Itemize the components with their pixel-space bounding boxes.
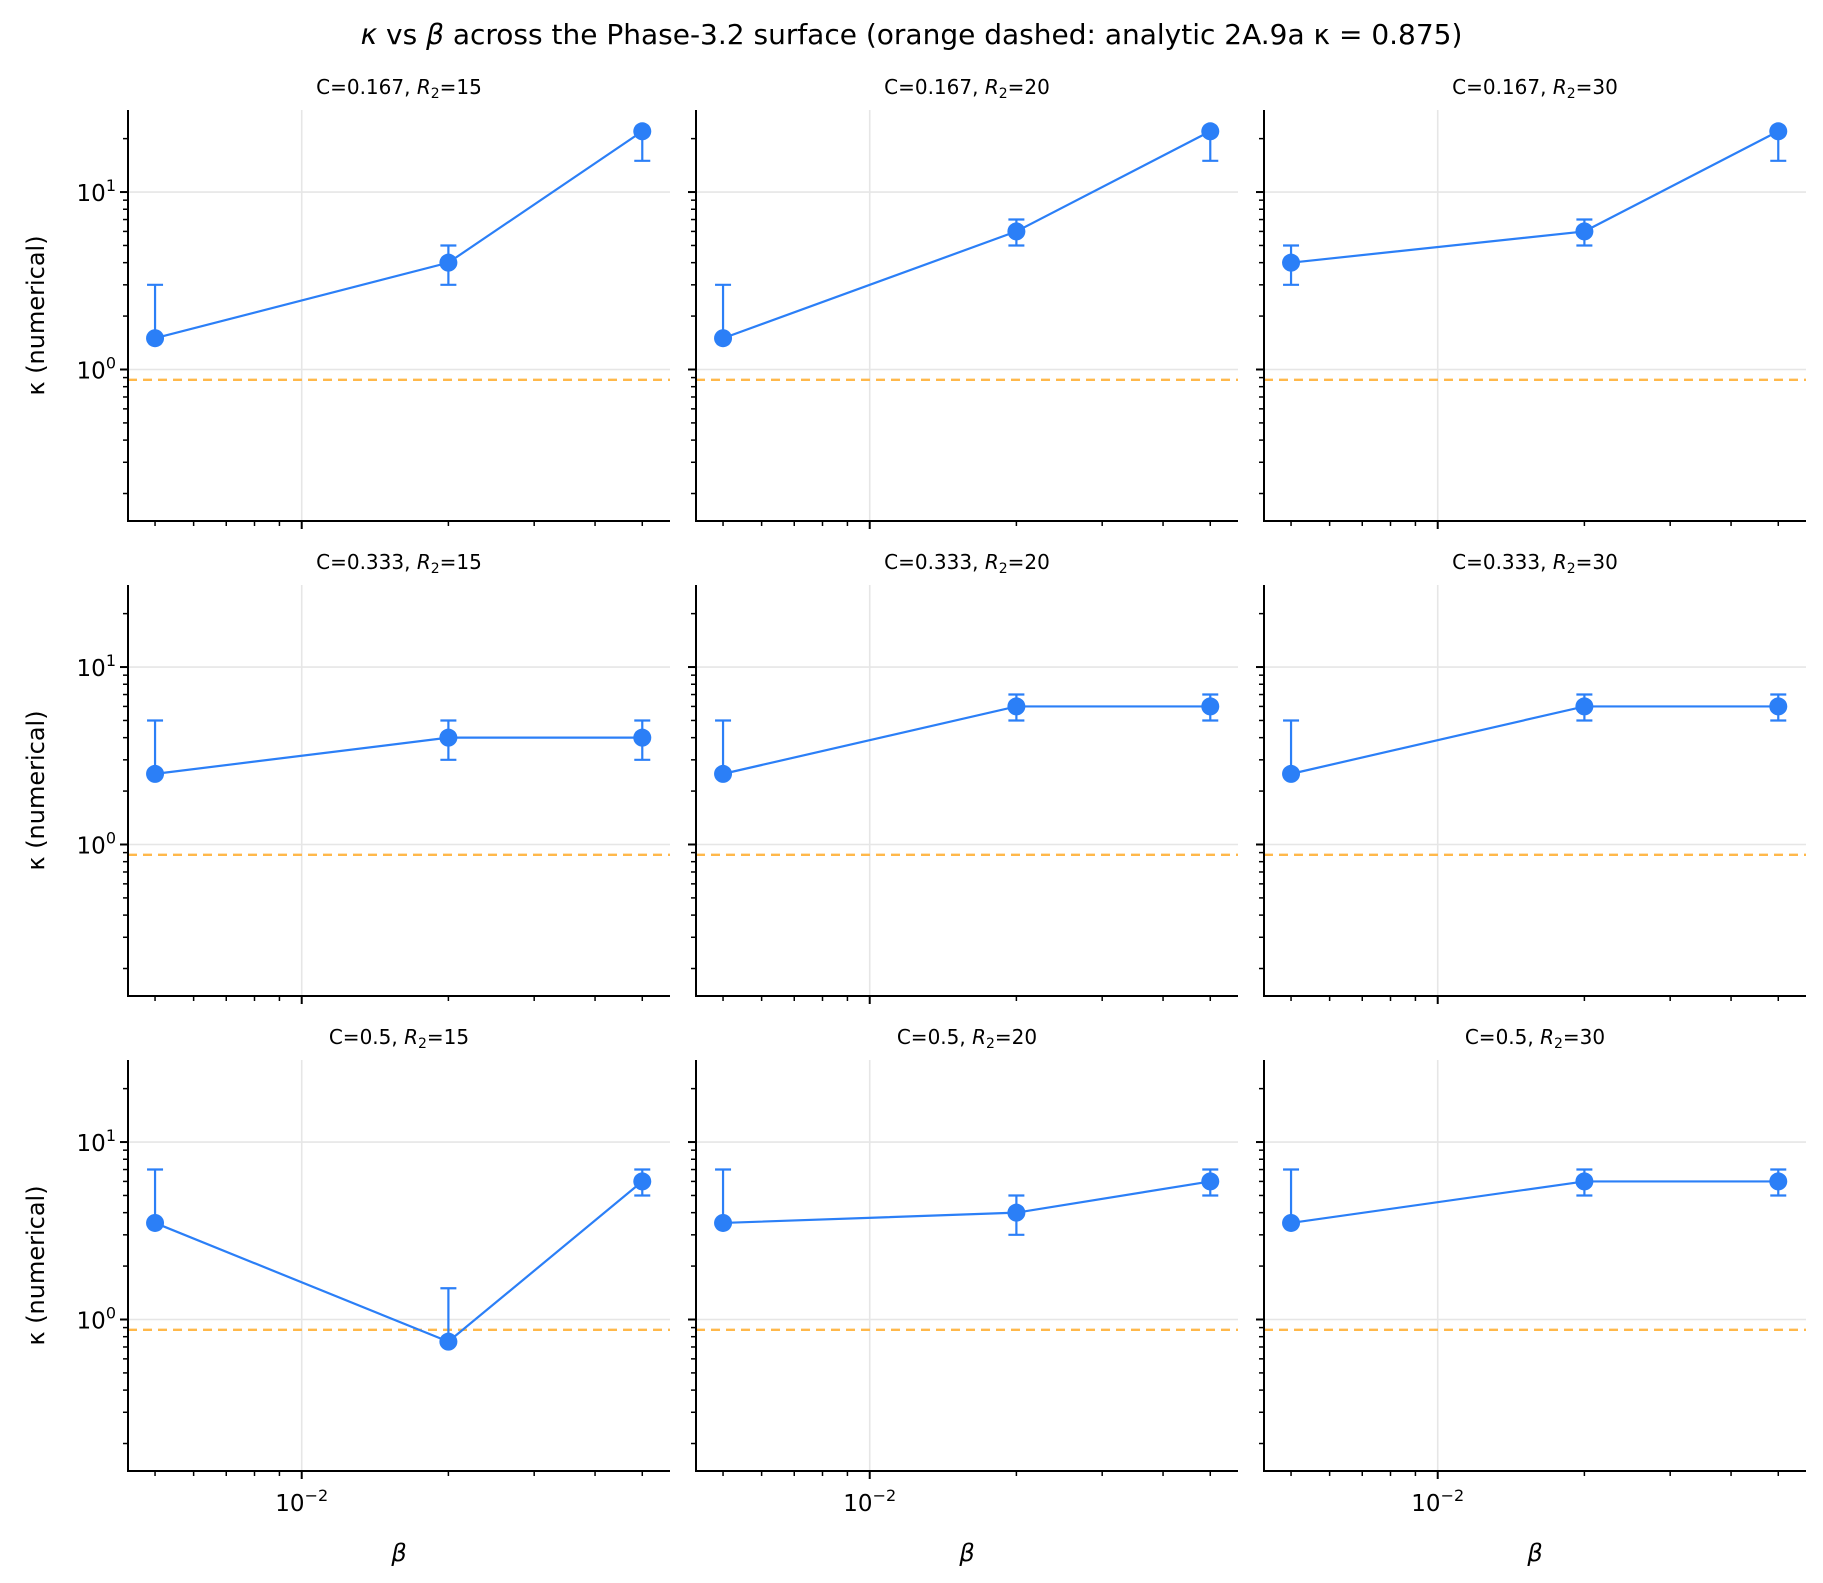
title-beta: β bbox=[426, 18, 444, 51]
data-point bbox=[1769, 697, 1788, 716]
title-rest: across the Phase-3.2 surface (orange das… bbox=[443, 18, 1463, 51]
panel-title: C=0.167, R2=30 bbox=[1452, 75, 1618, 102]
y-tick-label: 100 bbox=[77, 828, 116, 859]
series-line bbox=[722, 705, 1211, 775]
series-line bbox=[723, 1180, 1211, 1225]
data-point bbox=[1282, 764, 1301, 783]
data-point bbox=[439, 1332, 458, 1351]
data-point bbox=[1575, 1172, 1594, 1191]
x-axis-label: β bbox=[958, 1539, 974, 1567]
data-point bbox=[146, 329, 165, 348]
panel-9: 10−2 β C=0.5, R2=30 bbox=[1256, 1025, 1806, 1567]
data-point bbox=[1769, 122, 1788, 141]
panel-2: C=0.167, R2=20 bbox=[688, 75, 1238, 529]
y-tick-label: 101 bbox=[77, 651, 116, 682]
data-point bbox=[1201, 122, 1220, 141]
data-point bbox=[1007, 1203, 1026, 1222]
data-point bbox=[1201, 697, 1220, 716]
panel-title: C=0.333, R2=20 bbox=[884, 550, 1050, 577]
y-axis-label: κ (numerical) bbox=[22, 235, 50, 395]
y-tick-label: 100 bbox=[77, 353, 116, 384]
data-point bbox=[714, 1213, 733, 1232]
data-point bbox=[714, 329, 733, 348]
y-tick-label: 101 bbox=[77, 176, 116, 207]
series-line bbox=[154, 736, 643, 775]
data-point bbox=[146, 764, 165, 783]
data-point bbox=[633, 122, 652, 141]
series-line bbox=[1290, 705, 1779, 775]
x-tick-label: 10−2 bbox=[843, 1486, 896, 1517]
y-tick-label: 100 bbox=[77, 1303, 116, 1334]
data-point bbox=[633, 1172, 652, 1191]
data-point bbox=[1282, 1213, 1301, 1232]
data-point bbox=[1575, 222, 1594, 241]
panel-4: 100 101 κ (numerical) C=0.333, R2=15 bbox=[22, 550, 670, 1004]
data-point bbox=[1007, 697, 1026, 716]
panel-3: C=0.167, R2=30 bbox=[1256, 75, 1806, 529]
panel-5: C=0.333, R2=20 bbox=[688, 550, 1238, 1004]
figure-title: κ vs β across the Phase-3.2 surface (ora… bbox=[0, 18, 1823, 51]
data-point bbox=[633, 728, 652, 747]
series-line bbox=[722, 130, 1211, 340]
panel-1: 100 101 κ (numerical) C=0.167, R2=15 bbox=[22, 75, 670, 529]
data-point bbox=[1769, 1172, 1788, 1191]
y-tick-label: 101 bbox=[77, 1126, 116, 1157]
series-line bbox=[154, 1180, 643, 1343]
panel-title: C=0.5, R2=30 bbox=[1465, 1025, 1605, 1052]
series-line bbox=[154, 130, 643, 340]
data-point bbox=[1201, 1172, 1220, 1191]
data-point bbox=[1575, 697, 1594, 716]
panel-title: C=0.5, R2=20 bbox=[897, 1025, 1037, 1052]
panel-6: C=0.333, R2=30 bbox=[1256, 550, 1806, 1004]
data-point bbox=[439, 728, 458, 747]
panel-8: 10−2 β C=0.5, R2=20 bbox=[688, 1025, 1238, 1567]
data-point bbox=[439, 253, 458, 272]
data-point bbox=[1007, 222, 1026, 241]
panel-title: C=0.333, R2=30 bbox=[1452, 550, 1618, 577]
panel-title: C=0.167, R2=20 bbox=[884, 75, 1050, 102]
y-axis-label: κ (numerical) bbox=[22, 710, 50, 870]
data-point bbox=[146, 1213, 165, 1232]
data-point bbox=[714, 764, 733, 783]
x-tick-label: 10−2 bbox=[275, 1486, 328, 1517]
x-tick-label: 10−2 bbox=[1411, 1486, 1464, 1517]
panel-title: C=0.333, R2=15 bbox=[316, 550, 482, 577]
title-vs: vs bbox=[377, 18, 427, 51]
x-axis-label: β bbox=[1526, 1539, 1542, 1567]
title-kappa: κ bbox=[360, 18, 378, 51]
panel-7: 100 101 κ (numerical) 10−2 β C=0.5, R2=15 bbox=[22, 1025, 670, 1567]
series-line bbox=[1290, 1180, 1779, 1225]
x-axis-label: β bbox=[390, 1539, 406, 1567]
series-line bbox=[1290, 130, 1779, 264]
panel-title: C=0.167, R2=15 bbox=[316, 75, 482, 102]
data-point bbox=[1282, 253, 1301, 272]
panel-title: C=0.5, R2=15 bbox=[329, 1025, 469, 1052]
y-axis-label: κ (numerical) bbox=[22, 1185, 50, 1345]
